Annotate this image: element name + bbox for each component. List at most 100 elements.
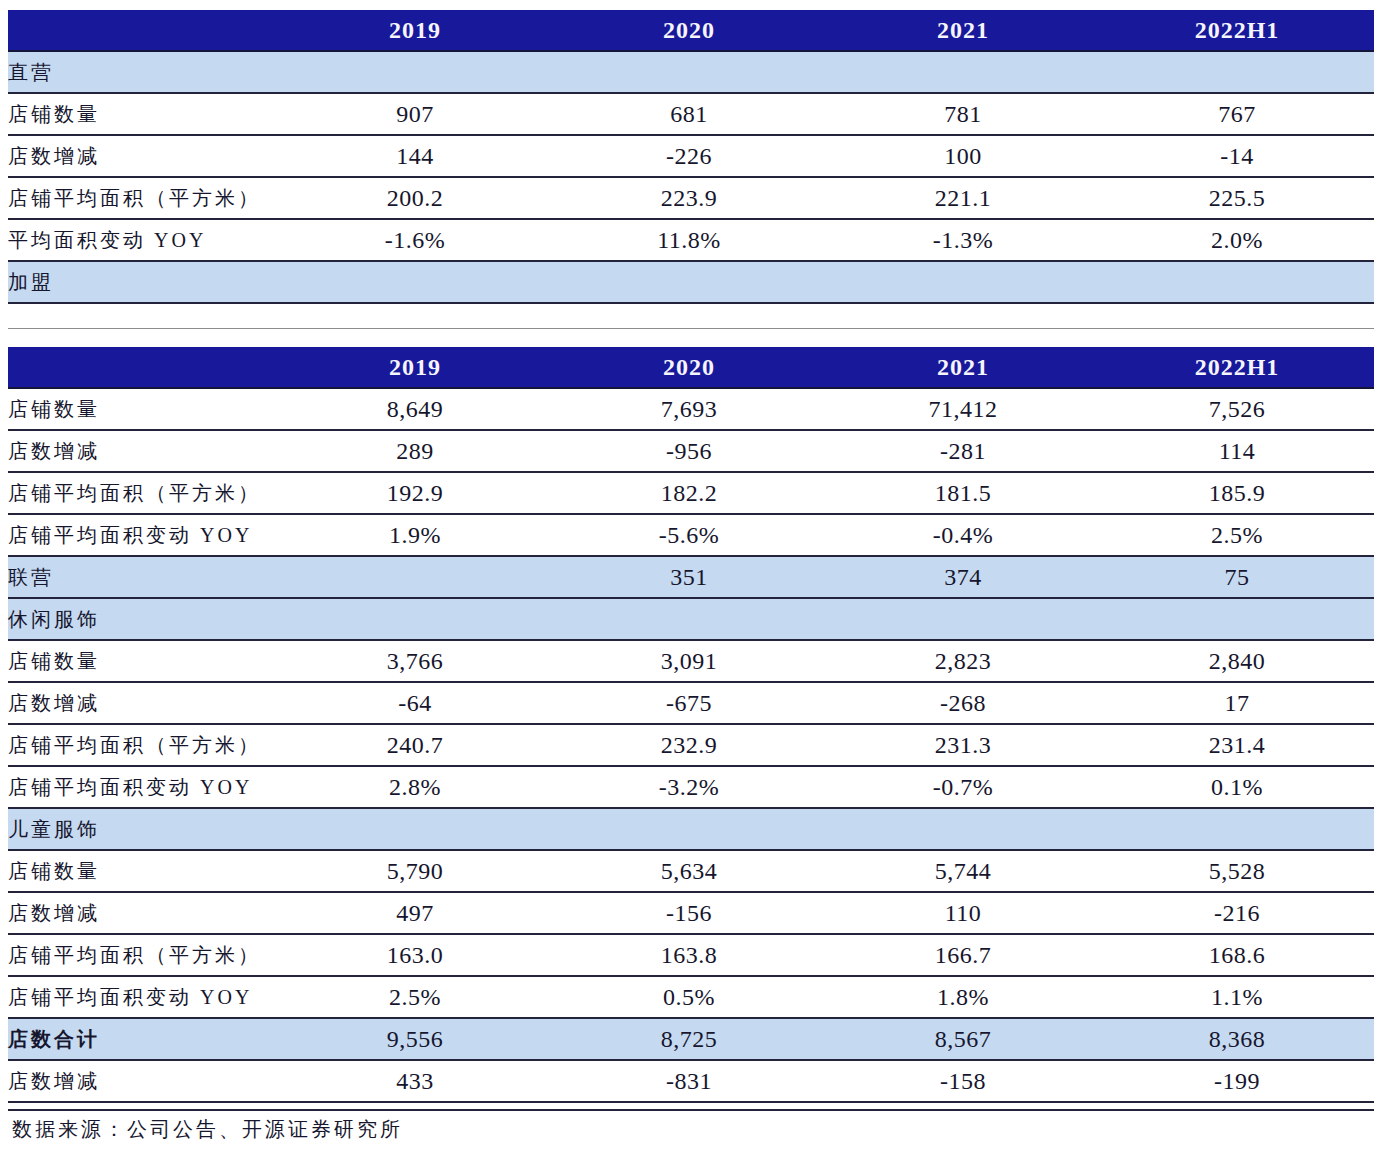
cell-value: 681: [552, 93, 826, 135]
cell-value: 231.3: [826, 724, 1100, 766]
cell-value: 5,744: [826, 850, 1100, 892]
cell-value: 2,840: [1100, 640, 1374, 682]
cell-value: 231.4: [1100, 724, 1374, 766]
table-header: 2019202020212022H1: [8, 347, 1374, 388]
row-label: 直营: [8, 51, 278, 93]
bottom-double-rule: [8, 1109, 1374, 1111]
cell-value: 8,649: [278, 388, 552, 430]
row-label: 店铺数量: [8, 388, 278, 430]
year-column-header: 2021: [826, 10, 1100, 51]
year-column-header: 2021: [826, 347, 1100, 388]
cell-value: 114: [1100, 430, 1374, 472]
cell-value: [552, 808, 826, 850]
table-row: 店数增减289-956-281114: [8, 430, 1374, 472]
row-label: 店铺数量: [8, 93, 278, 135]
row-label: 店铺数量: [8, 850, 278, 892]
cell-value: 166.7: [826, 934, 1100, 976]
table-row: 店铺平均面积（平方米）192.9182.2181.5185.9: [8, 472, 1374, 514]
cell-value: 100: [826, 135, 1100, 177]
year-column-header: 2020: [552, 347, 826, 388]
cell-value: 185.9: [1100, 472, 1374, 514]
cell-value: -0.7%: [826, 766, 1100, 808]
header-row: 2019202020212022H1: [8, 10, 1374, 51]
row-label: 店铺平均面积变动 YOY: [8, 514, 278, 556]
report-table-figure: 2019202020212022H1 直营店铺数量907681781767店数增…: [0, 0, 1384, 1150]
cell-value: 3,766: [278, 640, 552, 682]
cell-value: 2.5%: [278, 976, 552, 1018]
cell-value: 221.1: [826, 177, 1100, 219]
table-row: 店铺数量3,7663,0912,8232,840: [8, 640, 1374, 682]
cell-value: [552, 51, 826, 93]
cell-value: -831: [552, 1060, 826, 1102]
cell-value: 223.9: [552, 177, 826, 219]
cell-value: 289: [278, 430, 552, 472]
total-row: 店数合计9,5568,7258,5678,368: [8, 1018, 1374, 1060]
cell-value: 1.8%: [826, 976, 1100, 1018]
cell-value: 240.7: [278, 724, 552, 766]
cell-value: 163.8: [552, 934, 826, 976]
row-label: 店铺平均面积变动 YOY: [8, 976, 278, 1018]
label-column-header: [8, 10, 278, 51]
cell-value: 7,693: [552, 388, 826, 430]
table-row: 店铺平均面积（平方米）163.0163.8166.7168.6: [8, 934, 1374, 976]
cell-value: 497: [278, 892, 552, 934]
header-row: 2019202020212022H1: [8, 347, 1374, 388]
row-label: 店数增减: [8, 1060, 278, 1102]
section-row: 加盟: [8, 261, 1374, 303]
cell-value: [1100, 51, 1374, 93]
cell-value: 11.8%: [552, 219, 826, 261]
table-row: 店铺数量907681781767: [8, 93, 1374, 135]
cell-value: [826, 51, 1100, 93]
cell-value: -5.6%: [552, 514, 826, 556]
cell-value: 71,412: [826, 388, 1100, 430]
year-column-header: 2022H1: [1100, 347, 1374, 388]
table-row: 店铺平均面积（平方米）200.2223.9221.1225.5: [8, 177, 1374, 219]
cell-value: 168.6: [1100, 934, 1374, 976]
row-label: 店铺平均面积（平方米）: [8, 472, 278, 514]
row-label: 平均面积变动 YOY: [8, 219, 278, 261]
cell-value: [552, 598, 826, 640]
table-row: 店铺数量5,7905,6345,7445,528: [8, 850, 1374, 892]
section-row: 联营35137475: [8, 556, 1374, 598]
row-label: 店铺数量: [8, 640, 278, 682]
cell-value: -3.2%: [552, 766, 826, 808]
row-label: 店数合计: [8, 1018, 278, 1060]
cell-value: 781: [826, 93, 1100, 135]
cell-value: 2,823: [826, 640, 1100, 682]
cell-value: 144: [278, 135, 552, 177]
cell-value: 163.0: [278, 934, 552, 976]
table-row: 店数增减433-831-158-199: [8, 1060, 1374, 1102]
cell-value: [278, 808, 552, 850]
cell-value: 9,556: [278, 1018, 552, 1060]
cell-value: 192.9: [278, 472, 552, 514]
store-table-segments: 2019202020212022H1 店铺数量8,6497,69371,4127…: [8, 347, 1374, 1103]
cell-value: [826, 261, 1100, 303]
table-body: 店铺数量8,6497,69371,4127,526店数增减289-956-281…: [8, 388, 1374, 1102]
cell-value: -14: [1100, 135, 1374, 177]
row-label: 儿童服饰: [8, 808, 278, 850]
cell-value: 3,091: [552, 640, 826, 682]
table-row: 店铺平均面积变动 YOY1.9%-5.6%-0.4%2.5%: [8, 514, 1374, 556]
cell-value: 907: [278, 93, 552, 135]
row-label: 店铺平均面积（平方米）: [8, 934, 278, 976]
cell-value: 75: [1100, 556, 1374, 598]
cell-value: 17: [1100, 682, 1374, 724]
cell-value: 181.5: [826, 472, 1100, 514]
row-label: 加盟: [8, 261, 278, 303]
cell-value: 182.2: [552, 472, 826, 514]
table-body: 直营店铺数量907681781767店数增减144-226100-14店铺平均面…: [8, 51, 1374, 303]
section-row: 休闲服饰: [8, 598, 1374, 640]
table-header: 2019202020212022H1: [8, 10, 1374, 51]
cell-value: [278, 556, 552, 598]
cell-value: -268: [826, 682, 1100, 724]
table-row: 店数增减144-226100-14: [8, 135, 1374, 177]
cell-value: 232.9: [552, 724, 826, 766]
cell-value: 200.2: [278, 177, 552, 219]
table-row: 店铺平均面积（平方米）240.7232.9231.3231.4: [8, 724, 1374, 766]
row-label: 店数增减: [8, 682, 278, 724]
cell-value: -156: [552, 892, 826, 934]
row-label: 店数增减: [8, 430, 278, 472]
cell-value: [1100, 598, 1374, 640]
cell-value: -199: [1100, 1060, 1374, 1102]
table-row: 店铺平均面积变动 YOY2.5%0.5%1.8%1.1%: [8, 976, 1374, 1018]
